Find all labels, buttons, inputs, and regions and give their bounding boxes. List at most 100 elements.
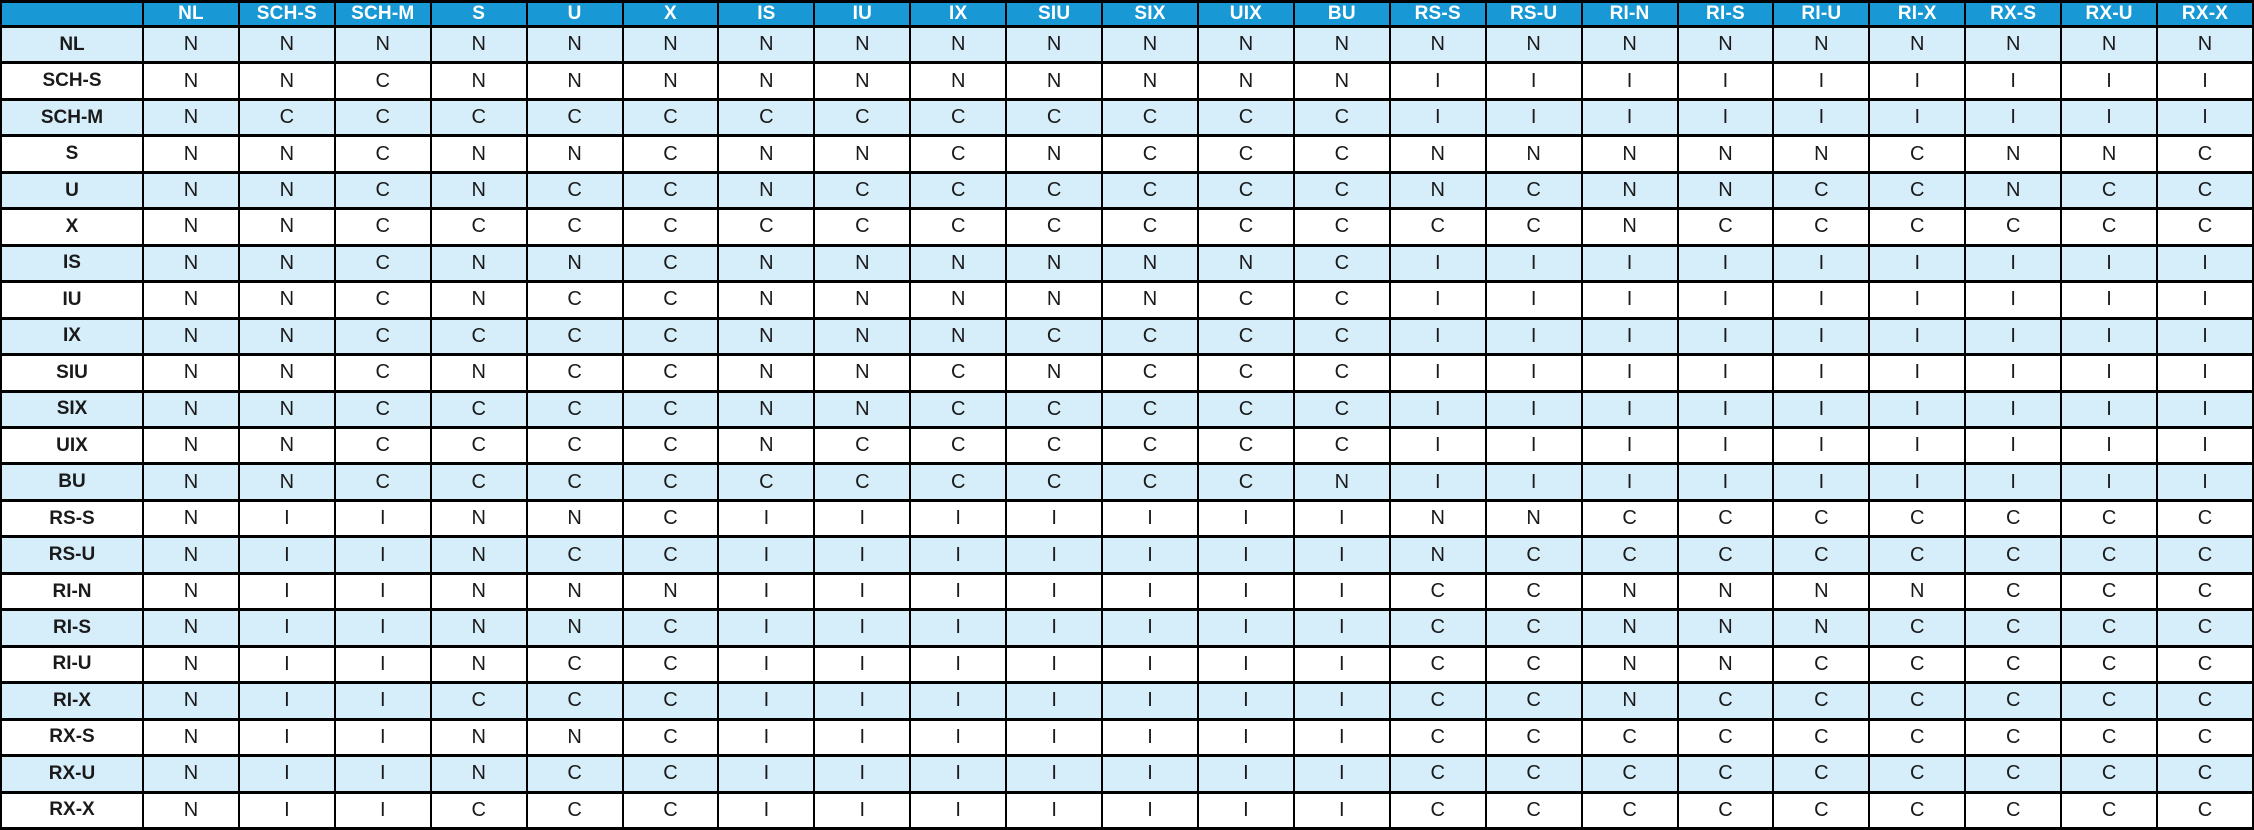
matrix-cell: C [1292, 207, 1391, 247]
matrix-cell: I [1101, 608, 1199, 648]
matrix-cell: N [237, 243, 336, 284]
matrix-cell: I [333, 608, 432, 648]
matrix-cell: N [525, 717, 624, 758]
matrix-cell: I [1101, 717, 1199, 758]
matrix-cell: I [813, 790, 912, 830]
matrix-cell: C [2060, 790, 2159, 830]
matrix-cell: N [1676, 170, 1775, 211]
matrix-cell: I [813, 608, 912, 648]
matrix-cell: I [1676, 316, 1775, 357]
matrix-cell: I [1388, 61, 1487, 101]
matrix-cell: C [1964, 207, 2063, 247]
matrix-cell: C [1964, 644, 2063, 685]
matrix-cell: C [717, 207, 816, 247]
column-header-rx-s: RX-S [1964, 0, 2063, 28]
matrix-cell: I [2156, 389, 2254, 430]
matrix-cell: C [1676, 498, 1775, 539]
matrix-cell: I [813, 535, 912, 575]
matrix-cell: I [1292, 681, 1391, 721]
matrix-cell: I [717, 608, 816, 648]
matrix-cell: N [142, 134, 240, 174]
matrix-cell: N [909, 24, 1008, 65]
matrix-cell: I [237, 644, 336, 685]
matrix-cell: N [621, 571, 720, 612]
matrix-cell: N [1772, 608, 1871, 648]
matrix-cell: I [1772, 61, 1871, 101]
matrix-cell: C [1676, 790, 1775, 830]
matrix-cell: C [1101, 389, 1199, 430]
matrix-cell: I [2060, 97, 2159, 138]
matrix-cell: I [2060, 353, 2159, 393]
matrix-cell: N [429, 498, 528, 539]
matrix-cell: I [1484, 353, 1583, 393]
matrix-cell: N [142, 243, 240, 284]
matrix-cell: N [142, 754, 240, 794]
matrix-cell: I [717, 644, 816, 685]
matrix-cell: I [1484, 389, 1583, 430]
matrix-cell: C [333, 170, 432, 211]
matrix-cell: C [1196, 207, 1295, 247]
matrix-cell: I [1101, 681, 1199, 721]
matrix-cell: I [2060, 61, 2159, 101]
matrix-cell: N [142, 170, 240, 211]
matrix-cell: I [1772, 243, 1871, 284]
matrix-cell: N [2156, 24, 2254, 65]
matrix-cell: N [1101, 61, 1199, 101]
matrix-cell: C [2156, 717, 2254, 758]
matrix-cell: C [1005, 97, 1104, 138]
matrix-cell: C [621, 717, 720, 758]
matrix-cell: N [1868, 571, 1967, 612]
matrix-cell: N [1484, 24, 1583, 65]
matrix-cell: N [1580, 608, 1679, 648]
matrix-cell: N [237, 134, 336, 174]
matrix-cell: C [1964, 535, 2063, 575]
matrix-cell: N [1580, 24, 1679, 65]
column-header-ri-x: RI-X [1868, 0, 1967, 28]
matrix-cell: C [1196, 425, 1295, 466]
matrix-cell: C [1676, 207, 1775, 247]
matrix-cell: I [813, 754, 912, 794]
matrix-cell: N [142, 681, 240, 721]
matrix-cell: C [1196, 170, 1295, 211]
matrix-cell: I [1964, 243, 2063, 284]
matrix-cell: N [237, 24, 336, 65]
matrix-cell: C [1005, 389, 1104, 430]
matrix-cell: C [1005, 425, 1104, 466]
matrix-cell: I [1484, 280, 1583, 320]
matrix-cell: I [1292, 498, 1391, 539]
matrix-cell: N [1676, 608, 1775, 648]
row-header-ri-n: RI-N [0, 571, 144, 612]
matrix-cell: I [909, 790, 1008, 830]
matrix-cell: C [1196, 97, 1295, 138]
matrix-cell: N [429, 280, 528, 320]
row-header-iu: IU [0, 280, 144, 320]
matrix-cell: I [1964, 280, 2063, 320]
matrix-cell: C [621, 790, 720, 830]
row-header-bu: BU [0, 462, 144, 502]
matrix-cell: N [1101, 243, 1199, 284]
matrix-row-is: IS N N C N N C N N N N N N C I I I I I I I I I [0, 243, 2254, 284]
matrix-cell: N [717, 353, 816, 393]
matrix-cell: I [237, 608, 336, 648]
matrix-cell: N [142, 608, 240, 648]
column-header-u: U [525, 0, 624, 28]
matrix-cell: C [1580, 535, 1679, 575]
matrix-cell: C [1101, 207, 1199, 247]
matrix-cell: I [717, 681, 816, 721]
matrix-cell: N [142, 353, 240, 393]
matrix-cell: C [1388, 608, 1487, 648]
matrix-cell: C [621, 280, 720, 320]
matrix-cell: C [1964, 717, 2063, 758]
matrix-cell: C [2060, 170, 2159, 211]
matrix-cell: N [429, 644, 528, 685]
matrix-cell: C [1292, 170, 1391, 211]
matrix-cell: N [429, 353, 528, 393]
matrix-cell: C [1292, 134, 1391, 174]
matrix-cell: I [909, 754, 1008, 794]
matrix-cell: C [813, 425, 912, 466]
matrix-cell: N [142, 644, 240, 685]
matrix-cell: I [1772, 353, 1871, 393]
matrix-cell: I [1580, 353, 1679, 393]
matrix-row-ri-u: RI-U N I I N C C I I I I I I I C C N N C C C C C [0, 644, 2254, 685]
